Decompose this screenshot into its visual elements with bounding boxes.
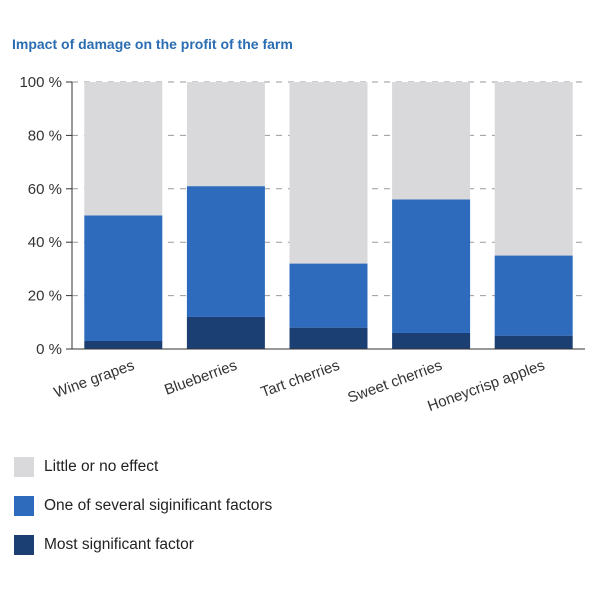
legend-item: One of several siginificant factors (14, 495, 272, 517)
bar-little-or-no-effect-4 (494, 82, 573, 256)
legend: Little or no effect One of several sigini… (14, 456, 272, 573)
legend-swatch (14, 457, 34, 477)
bar-most-significant-factor-4 (494, 335, 573, 349)
bar-most-significant-factor-3 (392, 332, 471, 349)
legend-swatch (14, 496, 34, 516)
y-tick-label: 20 % (28, 288, 62, 305)
x-tick-label: Wine grapes (52, 357, 137, 402)
legend-label: Little or no effect (44, 458, 159, 475)
bar-most-significant-factor-1 (186, 316, 265, 349)
bar-one-of-several-siginificant-factors-0 (84, 215, 163, 341)
bar-most-significant-factor-0 (84, 340, 163, 349)
y-tick-label: 100 % (19, 74, 62, 91)
legend-item: Most significant factor (14, 534, 272, 556)
chart-title: Impact of damage on the profit of the fa… (12, 36, 293, 52)
bar-little-or-no-effect-2 (289, 82, 368, 264)
y-tick-label: 80 % (28, 127, 62, 144)
bar-one-of-several-siginificant-factors-1 (186, 186, 265, 317)
bar-most-significant-factor-2 (289, 327, 368, 349)
y-tick-label: 40 % (28, 234, 62, 251)
y-tick-label: 0 % (36, 341, 62, 358)
legend-label: Most significant factor (44, 536, 194, 553)
legend-swatch (14, 535, 34, 555)
bar-one-of-several-siginificant-factors-4 (494, 255, 573, 336)
x-tick-label: Blueberries (162, 357, 239, 399)
bar-little-or-no-effect-1 (186, 82, 265, 187)
bar-one-of-several-siginificant-factors-2 (289, 263, 368, 328)
bar-one-of-several-siginificant-factors-3 (392, 199, 471, 333)
bar-little-or-no-effect-0 (84, 82, 163, 216)
x-tick-label: Honeycrisp apples (425, 357, 547, 415)
legend-label: One of several siginificant factors (44, 497, 273, 514)
x-tick-label: Tart cherries (258, 357, 341, 401)
bar-little-or-no-effect-3 (392, 82, 471, 200)
legend-item: Little or no effect (14, 456, 272, 478)
y-tick-label: 60 % (28, 181, 62, 198)
